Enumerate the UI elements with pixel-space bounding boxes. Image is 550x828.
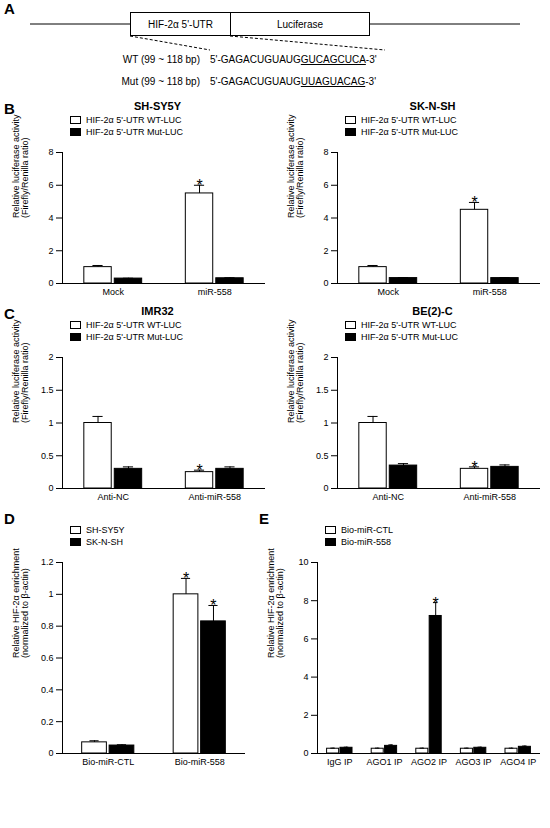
html-text:5'-GAGACUGUAUG UUAGUACAG -3': 5'-GAGACUGUAUG UUAGUACAG -3'	[210, 76, 377, 87]
html-text:C: C	[4, 305, 15, 322]
svg-text:1.5: 1.5	[316, 385, 329, 395]
svg-text:0: 0	[323, 483, 328, 493]
svg-text:0.2: 0.2	[41, 717, 54, 727]
svg-text:Mock: Mock	[377, 287, 399, 297]
html-text:HIF-2α 5'-UTR Mut-LUC: HIF-2α 5'-UTR Mut-LUC	[361, 127, 458, 137]
html-text:IMR32: IMR32	[141, 305, 174, 317]
svg-text:4: 4	[323, 213, 328, 223]
svg-text:*: *	[210, 597, 216, 614]
html-text:HIF-2α 5'-UTR: HIF-2α 5'-UTR	[148, 18, 213, 30]
svg-text:Relative luciferase activity(F: Relative luciferase activity(Firefly/Ren…	[11, 319, 30, 423]
svg-text:Relative luciferase activity(F: Relative luciferase activity(Firefly/Ren…	[11, 114, 30, 218]
svg-text:1: 1	[48, 589, 53, 599]
svg-text:2: 2	[323, 352, 328, 362]
svg-text:AGO3 IP: AGO3 IP	[456, 757, 492, 767]
svg-text:Relative HIF-2α enrichment(nor: Relative HIF-2α enrichment(normalized to…	[11, 548, 30, 658]
html-text:HIF-2α 5'-UTR WT-LUC: HIF-2α 5'-UTR WT-LUC	[361, 115, 457, 125]
svg-text:*: *	[183, 570, 189, 587]
html-text:5'-GAGACUGUAUG GUCAGCUCA -3': 5'-GAGACUGUAUG GUCAGCUCA -3'	[210, 54, 377, 65]
svg-text:4: 4	[48, 213, 53, 223]
svg-text:6: 6	[48, 180, 53, 190]
html-text:SK-N-SH: SK-N-SH	[86, 537, 123, 547]
svg-text:Bio-miR-CTL: Bio-miR-CTL	[82, 757, 134, 767]
svg-text:0: 0	[323, 278, 328, 288]
html-text:HIF-2α 5'-UTR Mut-LUC: HIF-2α 5'-UTR Mut-LUC	[86, 332, 183, 342]
html-text:HIF-2α 5'-UTR WT-LUC: HIF-2α 5'-UTR WT-LUC	[361, 320, 457, 330]
svg-text:*: *	[471, 194, 477, 211]
svg-text:*: *	[471, 459, 477, 476]
svg-text:Relative luciferase activity(F: Relative luciferase activity(Firefly/Ren…	[286, 114, 305, 218]
svg-text:0.4: 0.4	[41, 685, 54, 695]
svg-text:2: 2	[323, 246, 328, 256]
html-text:B: B	[4, 100, 15, 117]
svg-text:2: 2	[303, 710, 308, 720]
svg-text:AGO2 IP: AGO2 IP	[411, 757, 447, 767]
svg-text:Relative HIF-2α enrichment(nor: Relative HIF-2α enrichment(normalized to…	[266, 548, 285, 658]
svg-text:*: *	[196, 177, 202, 194]
svg-text:Anti-NC: Anti-NC	[372, 492, 404, 502]
svg-text:Mock: Mock	[102, 287, 124, 297]
svg-text:0.5: 0.5	[41, 451, 54, 461]
svg-text:*: *	[433, 595, 439, 612]
svg-text:0: 0	[48, 748, 53, 758]
html-text:Bio-miR-558: Bio-miR-558	[341, 537, 391, 547]
svg-text:1.5: 1.5	[41, 385, 54, 395]
svg-text:4: 4	[303, 672, 308, 682]
html-text:E: E	[259, 510, 269, 527]
svg-text:2: 2	[48, 352, 53, 362]
svg-text:8: 8	[303, 596, 308, 606]
svg-text:Anti-miR-558: Anti-miR-558	[463, 492, 516, 502]
html-text:SK-N-SH: SK-N-SH	[409, 100, 456, 112]
html-text:HIF-2α 5'-UTR WT-LUC: HIF-2α 5'-UTR WT-LUC	[86, 320, 182, 330]
svg-text:0: 0	[48, 278, 53, 288]
svg-text:Anti-NC: Anti-NC	[97, 492, 129, 502]
svg-text:miR-558: miR-558	[198, 287, 232, 297]
svg-text:8: 8	[48, 147, 53, 157]
svg-text:6: 6	[323, 180, 328, 190]
svg-text:Relative luciferase activity(F: Relative luciferase activity(Firefly/Ren…	[286, 319, 305, 423]
html-text:SH-SY5Y: SH-SY5Y	[134, 100, 181, 112]
html-text:HIF-2α 5'-UTR WT-LUC: HIF-2α 5'-UTR WT-LUC	[86, 115, 182, 125]
html-text:Mut (99 ~ 118 bp): Mut (99 ~ 118 bp)	[121, 76, 200, 87]
svg-text:1.2: 1.2	[41, 557, 54, 567]
svg-text:AGO1 IP: AGO1 IP	[366, 757, 402, 767]
svg-text:1: 1	[48, 418, 53, 428]
svg-text:0: 0	[48, 483, 53, 493]
html-text:BE(2)-C: BE(2)-C	[412, 305, 453, 317]
html-text:D: D	[4, 510, 15, 527]
html-text:WT (99 ~ 118 bp): WT (99 ~ 118 bp)	[122, 54, 200, 65]
svg-text:0: 0	[303, 748, 308, 758]
html-text:A: A	[4, 0, 15, 17]
html-text:HIF-2α 5'-UTR Mut-LUC: HIF-2α 5'-UTR Mut-LUC	[361, 332, 458, 342]
svg-text:AGO4 IP: AGO4 IP	[500, 757, 536, 767]
svg-text:0.6: 0.6	[41, 653, 54, 663]
html-text:HIF-2α 5'-UTR Mut-LUC: HIF-2α 5'-UTR Mut-LUC	[86, 127, 183, 137]
svg-text:8: 8	[323, 147, 328, 157]
svg-text:*: *	[196, 462, 202, 479]
svg-text:miR-558: miR-558	[473, 287, 507, 297]
svg-text:0.8: 0.8	[41, 621, 54, 631]
html-text:Luciferase: Luciferase	[276, 18, 324, 30]
html-text:SH-SY5Y: SH-SY5Y	[86, 525, 125, 535]
svg-text:Bio-miR-558: Bio-miR-558	[175, 757, 225, 767]
svg-text:6: 6	[303, 634, 308, 644]
svg-text:Anti-miR-558: Anti-miR-558	[188, 492, 241, 502]
svg-text:10: 10	[298, 557, 308, 567]
svg-text:0.5: 0.5	[316, 451, 329, 461]
svg-text:IgG IP: IgG IP	[327, 757, 353, 767]
svg-text:1: 1	[323, 418, 328, 428]
html-text:Bio-miR-CTL: Bio-miR-CTL	[341, 525, 393, 535]
svg-text:2: 2	[48, 246, 53, 256]
